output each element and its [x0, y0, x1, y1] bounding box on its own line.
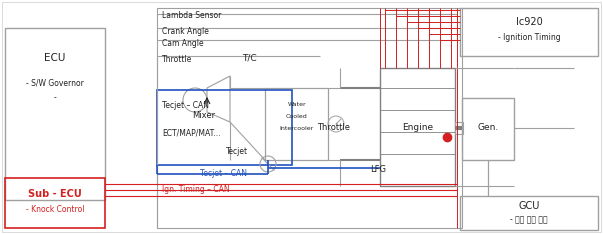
Bar: [5, 28, 105, 200]
Text: - S/W Governor: - S/W Governor: [26, 78, 84, 88]
Text: GCU: GCU: [519, 201, 540, 211]
Text: Lambda Sensor: Lambda Sensor: [162, 11, 221, 21]
Text: Crank Angle: Crank Angle: [162, 28, 209, 37]
Text: Engine: Engine: [402, 124, 434, 132]
Bar: [380, 68, 455, 186]
Bar: [460, 8, 598, 56]
Text: ECT/MAP/MAT...: ECT/MAP/MAT...: [162, 128, 221, 138]
Text: - Knock Control: - Knock Control: [26, 205, 84, 215]
Text: -: -: [54, 94, 56, 102]
Text: - 발전 출력 제어: - 발전 출력 제어: [510, 216, 548, 224]
Text: Cooled: Cooled: [286, 113, 308, 118]
Text: Tecjet: Tecjet: [226, 147, 248, 157]
Text: Gen.: Gen.: [478, 124, 499, 132]
Text: Intercooler: Intercooler: [280, 125, 314, 131]
Text: Mixer: Mixer: [192, 111, 215, 121]
Text: T/C: T/C: [242, 54, 257, 62]
Text: Sub - ECU: Sub - ECU: [28, 189, 82, 199]
Text: Ic920: Ic920: [516, 17, 542, 27]
Text: ECU: ECU: [44, 53, 66, 63]
Text: Throttle: Throttle: [162, 55, 192, 65]
Text: Water: Water: [288, 102, 306, 106]
Text: Cam Angle: Cam Angle: [162, 40, 204, 48]
Text: - Ignition Timing: - Ignition Timing: [497, 33, 560, 43]
Text: LFG: LFG: [370, 165, 386, 175]
Bar: [265, 88, 328, 160]
Text: Ign. Timing – CAN: Ign. Timing – CAN: [162, 186, 230, 194]
Bar: [157, 8, 462, 228]
Text: Tecjet – CAN: Tecjet – CAN: [200, 169, 247, 179]
Bar: [5, 178, 105, 228]
Bar: [462, 98, 514, 160]
Text: Throttle: Throttle: [318, 124, 350, 132]
Text: Tecjet – CAN: Tecjet – CAN: [162, 100, 209, 110]
Bar: [157, 90, 292, 165]
Bar: [460, 196, 598, 230]
Bar: [455, 122, 463, 134]
